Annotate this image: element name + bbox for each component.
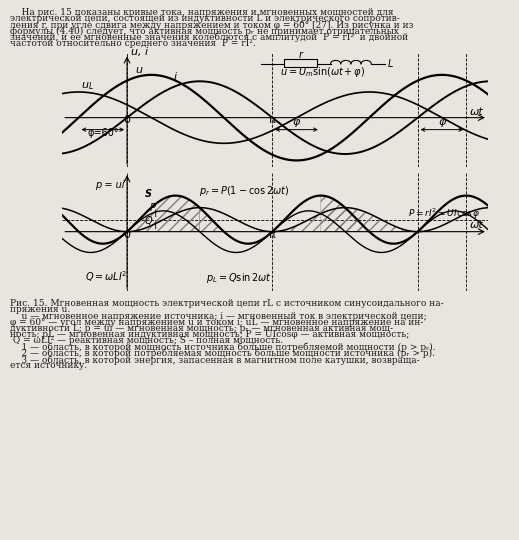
Text: i: i <box>174 72 177 82</box>
Text: Рис. 15. Мгновенная мощность электрической цепи rL с источником синусоидального : Рис. 15. Мгновенная мощность электрическ… <box>10 299 444 308</box>
Bar <box>284 59 317 67</box>
Text: ωt: ωt <box>470 107 483 117</box>
Text: $u_L$: $u_L$ <box>81 80 94 92</box>
Text: $p_L = Q\sin 2\omega t$: $p_L = Q\sin 2\omega t$ <box>206 272 271 286</box>
Text: $Q = \omega LI^2$: $Q = \omega LI^2$ <box>86 269 128 285</box>
Text: формулы (4.40) следует, что активная мощность pᵣ не принимает отрицательных: формулы (4.40) следует, что активная мощ… <box>10 26 399 36</box>
Text: S: S <box>145 189 152 199</box>
Text: 0: 0 <box>124 230 131 240</box>
Text: 2 — область, в которой потребляемая мощность больше мощности источника (pᵣ > p).: 2 — область, в которой потребляемая мощн… <box>10 349 435 359</box>
Text: ления r, при угле сдвига между напряжением и током φ = 60° [27]. Из рисунка и из: ления r, при угле сдвига между напряжени… <box>10 21 414 30</box>
Text: p = ui: p = ui <box>94 179 124 190</box>
Text: φ: φ <box>293 117 301 127</box>
Text: $P = rI^2 = UI\cos\varphi$: $P = rI^2 = UI\cos\varphi$ <box>408 207 481 221</box>
Text: 1 — область, в которой мощность источника больше потребляемой мощности (p > pᵣ).: 1 — область, в которой мощность источник… <box>10 343 436 352</box>
Text: u — мгновенное напряжение источника; i — мгновенный ток в электрической цепи;: u — мгновенное напряжение источника; i —… <box>10 312 427 321</box>
Text: π: π <box>269 115 276 125</box>
Text: дуктивности L; p = ui — мгновенная мощность; pᵣ — мгновенная активная мощ-: дуктивности L; p = ui — мгновенная мощно… <box>10 324 393 333</box>
Text: u, i: u, i <box>131 47 148 57</box>
Text: u: u <box>135 65 142 75</box>
Text: На рис. 15 показаны кривые тока, напряжения и мгновенных мощностей для: На рис. 15 показаны кривые тока, напряже… <box>10 8 394 17</box>
Text: 3 — область, в которой энергия, запасенная в магнитном поле катушки, возвраща-: 3 — область, в которой энергия, запасенн… <box>10 355 420 364</box>
Text: 0: 0 <box>124 115 131 125</box>
Text: ется источнику.: ется источнику. <box>10 361 88 370</box>
Text: ωt: ωt <box>470 220 483 229</box>
Text: ность; pL — мгновенная индуктивная мощность; P = UIcosφ — активная мощность;: ность; pL — мгновенная индуктивная мощно… <box>10 330 409 339</box>
Text: φ: φ <box>438 117 446 127</box>
Text: Q: Q <box>145 217 152 226</box>
Text: Q = ωLI² — реактивная мощность; S – полная мощность.: Q = ωLI² — реактивная мощность; S – полн… <box>10 336 283 346</box>
Text: r: r <box>298 50 303 60</box>
Text: электрической цепи, состоящей из индуктивности L и электрического сопротив-: электрической цепи, состоящей из индукти… <box>10 14 400 23</box>
Text: φ=60°: φ=60° <box>87 127 119 138</box>
Text: π: π <box>269 230 276 240</box>
Text: частотой относительно среднего значения  P = rI².: частотой относительно среднего значения … <box>10 39 256 48</box>
Text: $p_r = P(1-\cos 2\omega t)$: $p_r = P(1-\cos 2\omega t)$ <box>199 184 289 198</box>
Text: φ = 60° — угол между напряжением u и током i; uL — мгновенное напряжение на ин-: φ = 60° — угол между напряжением u и ток… <box>10 318 424 327</box>
Text: L: L <box>388 59 393 69</box>
Text: значений, и ее мгновенные значения колеблются с амплитудой  P = rI²  и двойной: значений, и ее мгновенные значения колеб… <box>10 33 408 43</box>
Text: пряжения u.: пряжения u. <box>10 306 71 314</box>
Text: $u = U_m\sin(\omega t+\varphi)$: $u = U_m\sin(\omega t+\varphi)$ <box>280 65 365 79</box>
Text: P: P <box>150 203 156 213</box>
